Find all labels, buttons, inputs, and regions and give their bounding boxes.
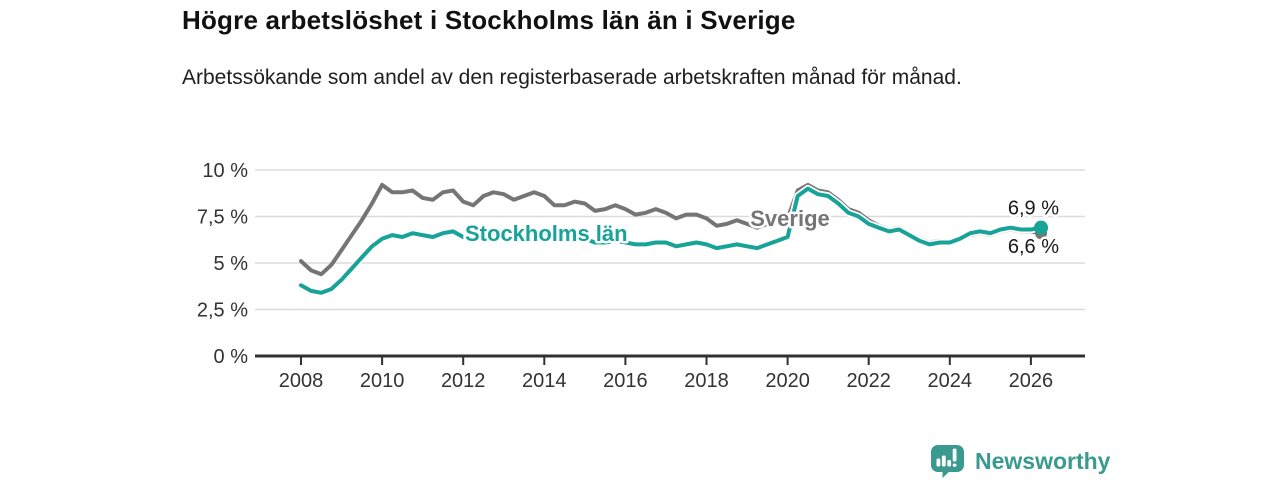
brand-name: Newsworthy [975,448,1111,474]
y-tick-label: 2,5 % [197,300,248,322]
end-value-label: 6,9 % [1008,198,1059,220]
series-line-casing [297,184,1045,297]
x-tick-label: 2024 [928,370,973,392]
series-label-sverige: Sverige [750,206,830,231]
x-tick-label: 2010 [360,370,405,392]
end-value-label: 6,6 % [1008,236,1059,258]
series-end-dot [1034,220,1049,235]
x-tick-label: 2008 [279,370,324,392]
x-tick-label: 2012 [441,370,486,392]
x-tick-label: 2014 [522,370,567,392]
brand: Newsworthy [930,443,1110,480]
newsworthy-logo-icon [931,445,964,478]
chart-subtitle: Arbetssökande som andel av den registerb… [182,66,962,89]
line-chart: 10 % 7,5 % 5 % 2,5 % 0 % 2008 2010 2012 2014 2016… [197,160,1085,392]
y-tick-label: 5 % [214,253,249,275]
y-tick-label: 7,5 % [197,207,248,229]
x-tick-label: 2016 [603,370,648,392]
x-tick-label: 2022 [846,370,891,392]
x-tick-label: 2026 [1009,370,1054,392]
series-label-stockholms-l-n: Stockholms län [465,221,628,246]
x-tick-label: 2020 [765,370,810,392]
y-tick-label: 0 % [214,346,249,368]
series-line-stockholms-l-n [299,186,1043,295]
y-tick-label: 10 % [202,160,248,182]
page-title: Högre arbetslöshet i Stockholms län än i… [182,5,796,35]
x-tick-label: 2018 [684,370,729,392]
